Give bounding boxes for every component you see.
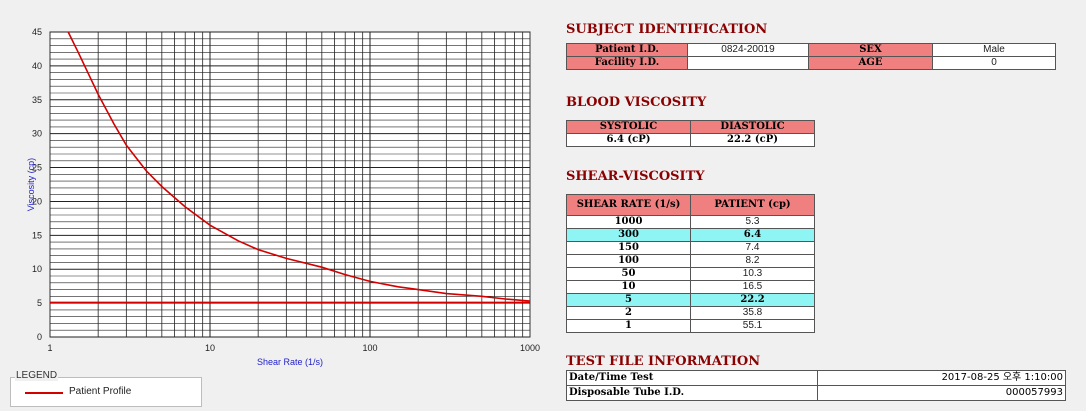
shear-row: 100 8.2: [566, 254, 815, 268]
diastolic-label: DIASTOLIC: [690, 120, 815, 134]
shear-rate-cell: 1: [566, 319, 691, 333]
plot-area: [49, 31, 531, 338]
y-tick-label: 20: [32, 196, 42, 206]
facility-id-value: [687, 56, 809, 70]
shear-viscosity-table: SHEAR RATE (1/s) PATIENT (cp) 1000 5.3 300…: [566, 194, 815, 333]
shear-rate-cell: 100: [566, 254, 691, 268]
patient-cp-cell: 7.4: [690, 241, 815, 255]
shear-row: 50 10.3: [566, 267, 815, 281]
sex-label: SEX: [808, 43, 933, 57]
shear-row: 1000 5.3: [566, 215, 815, 229]
y-tick-label: 25: [32, 163, 42, 173]
x-axis-title: Shear Rate (1/s): [257, 357, 323, 367]
patient-id-value: 0824-20019: [687, 43, 809, 57]
shear-rate-header: SHEAR RATE (1/s): [566, 194, 691, 216]
x-tick-label: 100: [362, 343, 377, 353]
datetime-value: 2017-08-25 오후 1:10:00: [817, 370, 1066, 386]
shear-viscosity-title: SHEAR-VISCOSITY: [566, 169, 705, 184]
patient-cp-cell: 22.2: [690, 293, 815, 307]
shear-row: 5 22.2: [566, 293, 815, 307]
shear-rate-cell: 5: [566, 293, 691, 307]
systolic-label: SYSTOLIC: [566, 120, 691, 134]
age-label: AGE: [808, 56, 933, 70]
legend-line-swatch: [25, 392, 63, 394]
y-tick-label: 15: [32, 230, 42, 240]
legend-label: Patient Profile: [69, 386, 132, 397]
diastolic-value: 22.2 (cP): [690, 133, 815, 147]
x-tick-label: 10: [205, 343, 215, 353]
systolic-value: 6.4 (cP): [566, 133, 691, 147]
legend-title: LEGEND: [15, 370, 59, 381]
shear-rate-cell: 150: [566, 241, 691, 255]
patient-cp-cell: 55.1: [690, 319, 815, 333]
shear-row: 1 55.1: [566, 319, 815, 333]
patient-id-label: Patient I.D.: [566, 43, 688, 57]
shear-row: 2 35.8: [566, 306, 815, 320]
subject-section-title: SUBJECT IDENTIFICATION: [566, 22, 768, 37]
patient-cp-cell: 8.2: [690, 254, 815, 268]
patient-profile-line: [67, 32, 530, 302]
facility-id-label: Facility I.D.: [566, 56, 688, 70]
y-tick-label: 40: [32, 61, 42, 71]
shear-rate-cell: 2: [566, 306, 691, 320]
age-value: 0: [932, 56, 1056, 70]
shear-rate-cell: 1000: [566, 215, 691, 229]
tube-id-value: 000057993: [817, 385, 1066, 401]
shear-rate-cell: 50: [566, 267, 691, 281]
x-tick-label: 1: [47, 343, 52, 353]
patient-cp-header: PATIENT (cp): [690, 194, 815, 216]
datetime-label: Date/Time Test: [566, 370, 818, 386]
patient-cp-cell: 6.4: [690, 228, 815, 242]
y-tick-label: 5: [37, 298, 42, 308]
patient-cp-cell: 35.8: [690, 306, 815, 320]
blood-viscosity-table: SYSTOLIC DIASTOLIC 6.4 (cP) 22.2 (cP): [566, 120, 815, 147]
shear-rate-cell: 300: [566, 228, 691, 242]
test-file-title: TEST FILE INFORMATION: [566, 354, 761, 369]
y-tick-label: 10: [32, 264, 42, 274]
subject-table: Patient I.D. 0824-20019 SEX Male Facilit…: [566, 43, 1056, 70]
tube-id-label: Disposable Tube I.D.: [566, 385, 818, 401]
viscosity-chart: 0 5 10 15 20 25 30 35 40 45 1 10 100 1000 Shear Rate (…: [26, 27, 540, 367]
shear-row: 150 7.4: [566, 241, 815, 255]
y-tick-label: 0: [37, 332, 42, 342]
y-tick-label: 45: [32, 27, 42, 37]
test-file-table: Date/Time Test 2017-08-25 오후 1:10:00 Dis…: [566, 370, 1066, 401]
shear-row: 10 16.5: [566, 280, 815, 294]
y-tick-label: 35: [32, 95, 42, 105]
patient-cp-cell: 5.3: [690, 215, 815, 229]
viscosity-chart-panel: 0 5 10 15 20 25 30 35 40 45 1 10 100 1000 Shear Rate (…: [0, 0, 556, 372]
y-tick-label: 30: [32, 129, 42, 139]
patient-cp-cell: 10.3: [690, 267, 815, 281]
y-axis-title: Viscosity (cp): [26, 158, 36, 211]
sex-value: Male: [932, 43, 1056, 57]
shear-row: 300 6.4: [566, 228, 815, 242]
blood-viscosity-title: BLOOD VISCOSITY: [566, 95, 707, 110]
legend-box: LEGEND Patient Profile: [10, 370, 202, 407]
shear-rate-cell: 10: [566, 280, 691, 294]
patient-cp-cell: 16.5: [690, 280, 815, 294]
x-tick-label: 1000: [520, 343, 540, 353]
